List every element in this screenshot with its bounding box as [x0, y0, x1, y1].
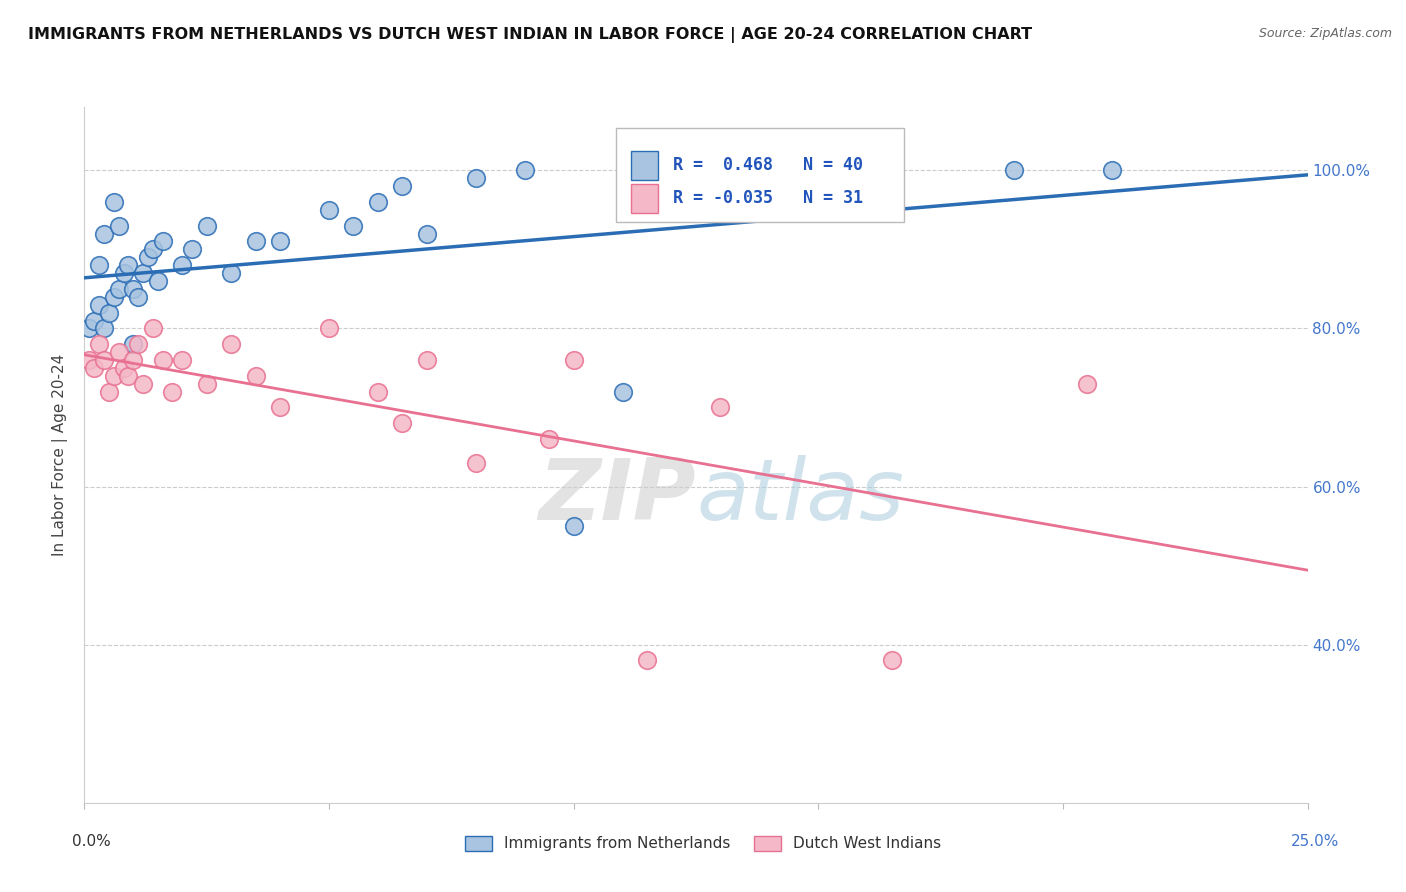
Point: [342, 219, 364, 233]
Point: [416, 353, 439, 368]
Point: [162, 384, 184, 399]
Point: [464, 171, 486, 186]
Point: [122, 282, 145, 296]
Point: [132, 376, 155, 391]
Point: [87, 298, 110, 312]
Point: [103, 290, 125, 304]
Point: [195, 219, 218, 233]
Point: [122, 337, 145, 351]
Point: [219, 266, 242, 280]
Point: [83, 361, 105, 376]
Point: [107, 282, 129, 296]
Point: [132, 266, 155, 280]
Point: [612, 384, 634, 399]
Point: [1002, 163, 1025, 178]
Point: [245, 368, 267, 383]
Point: [391, 179, 413, 194]
Point: [709, 401, 731, 415]
Point: [245, 235, 267, 249]
Point: [513, 163, 536, 178]
Point: [97, 305, 120, 319]
Point: [269, 401, 291, 415]
Text: R = -0.035   N = 31: R = -0.035 N = 31: [672, 189, 863, 207]
Point: [219, 337, 242, 351]
Point: [391, 417, 413, 431]
Point: [1076, 376, 1098, 391]
Point: [142, 321, 165, 335]
Point: [97, 384, 120, 399]
Point: [880, 653, 903, 667]
Point: [122, 353, 145, 368]
FancyBboxPatch shape: [616, 128, 904, 222]
Legend: Immigrants from Netherlands, Dutch West Indians: Immigrants from Netherlands, Dutch West …: [458, 830, 948, 857]
Point: [83, 313, 105, 327]
Point: [77, 353, 100, 368]
Point: [142, 243, 165, 257]
Text: 0.0%: 0.0%: [72, 834, 111, 849]
Point: [636, 653, 658, 667]
Point: [107, 345, 129, 359]
Point: [172, 258, 194, 272]
Point: [1101, 163, 1123, 178]
Point: [93, 321, 115, 335]
Point: [464, 456, 486, 470]
Point: [269, 235, 291, 249]
Text: Source: ZipAtlas.com: Source: ZipAtlas.com: [1258, 27, 1392, 40]
Y-axis label: In Labor Force | Age 20-24: In Labor Force | Age 20-24: [52, 354, 69, 556]
Text: atlas: atlas: [696, 455, 904, 538]
Point: [181, 243, 204, 257]
Point: [136, 250, 159, 264]
Point: [117, 258, 139, 272]
Text: IMMIGRANTS FROM NETHERLANDS VS DUTCH WEST INDIAN IN LABOR FORCE | AGE 20-24 CORR: IMMIGRANTS FROM NETHERLANDS VS DUTCH WES…: [28, 27, 1032, 43]
Point: [103, 194, 125, 209]
Point: [77, 321, 100, 335]
Point: [93, 227, 115, 241]
Point: [562, 519, 585, 533]
Point: [856, 163, 879, 178]
Point: [318, 202, 340, 217]
Point: [318, 321, 340, 335]
Text: 25.0%: 25.0%: [1291, 834, 1339, 849]
Bar: [631, 184, 658, 213]
Point: [127, 290, 149, 304]
Point: [107, 219, 129, 233]
Point: [195, 376, 218, 391]
Point: [146, 274, 169, 288]
Point: [367, 384, 389, 399]
Point: [87, 258, 110, 272]
Point: [172, 353, 194, 368]
Point: [112, 266, 135, 280]
Point: [117, 368, 139, 383]
Bar: [631, 151, 658, 180]
Point: [152, 353, 174, 368]
Point: [416, 227, 439, 241]
Point: [367, 194, 389, 209]
Point: [112, 361, 135, 376]
Text: ZIP: ZIP: [538, 455, 696, 538]
Point: [93, 353, 115, 368]
Point: [87, 337, 110, 351]
Point: [152, 235, 174, 249]
Point: [562, 353, 585, 368]
Point: [709, 194, 731, 209]
Text: R =  0.468   N = 40: R = 0.468 N = 40: [672, 156, 863, 175]
Point: [538, 432, 561, 446]
Point: [127, 337, 149, 351]
Point: [103, 368, 125, 383]
